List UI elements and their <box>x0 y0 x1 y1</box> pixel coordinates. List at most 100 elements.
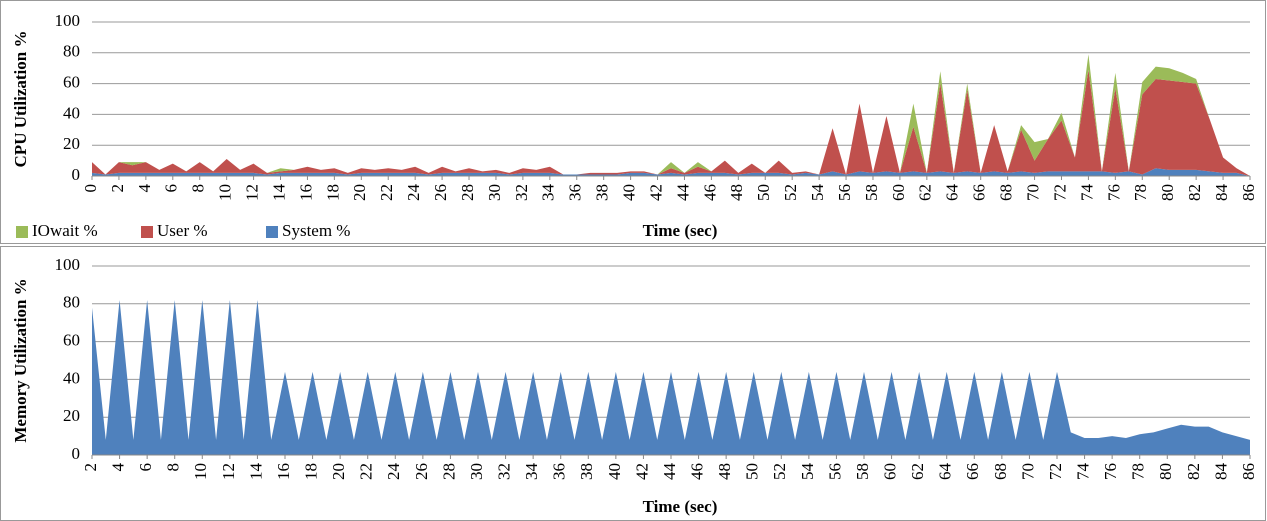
x-tick-label: 36 <box>566 184 585 201</box>
x-tick-label: 44 <box>673 184 692 202</box>
y-tick-label: 0 <box>72 444 81 463</box>
x-tick-label: 54 <box>808 184 827 202</box>
x-tick-label: 48 <box>727 184 746 201</box>
x-tick-label: 28 <box>458 184 477 201</box>
x-tick-label: 34 <box>522 463 541 481</box>
x-tick-label: 82 <box>1185 184 1204 201</box>
x-tick-label: 86 <box>1239 463 1258 480</box>
x-tick-label: 34 <box>539 184 558 202</box>
x-tick-label: 24 <box>384 463 403 481</box>
x-tick-label: 30 <box>467 463 486 480</box>
x-tick-label: 50 <box>743 463 762 480</box>
x-tick-label: 62 <box>916 184 935 201</box>
x-tick-label: 58 <box>853 463 872 480</box>
y-tick-label: 80 <box>63 42 80 61</box>
x-tick-label: 10 <box>216 184 235 201</box>
legend-swatch <box>266 226 278 238</box>
x-tick-label: 78 <box>1129 463 1148 480</box>
x-tick-label: 52 <box>770 463 789 480</box>
x-tick-label: 84 <box>1212 184 1231 202</box>
x-tick-label: 16 <box>296 184 315 201</box>
x-tick-label: 32 <box>494 463 513 480</box>
y-tick-label: 60 <box>63 73 80 92</box>
x-tick-label: 64 <box>936 463 955 481</box>
x-axis-title: Time (sec) <box>643 497 718 516</box>
x-tick-label: 74 <box>1073 463 1092 481</box>
x-tick-label: 18 <box>323 184 342 201</box>
area <box>92 168 1250 176</box>
x-tick-label: 50 <box>754 184 773 201</box>
x-tick-label: 40 <box>620 184 639 201</box>
y-tick-label: 100 <box>55 11 81 30</box>
y-tick-label: 0 <box>72 165 81 184</box>
y-tick-label: 100 <box>55 255 81 274</box>
x-tick-label: 48 <box>715 463 734 480</box>
x-tick-label: 56 <box>825 463 844 480</box>
x-tick-label: 8 <box>164 463 183 472</box>
x-tick-label: 6 <box>136 463 155 472</box>
x-tick-label: 10 <box>191 463 210 480</box>
x-tick-label: 12 <box>242 184 261 201</box>
x-tick-label: 20 <box>329 463 348 480</box>
x-tick-label: 22 <box>357 463 376 480</box>
x-tick-label: 66 <box>970 184 989 201</box>
area <box>92 300 1250 455</box>
x-tick-label: 78 <box>1131 184 1150 201</box>
x-tick-label: 38 <box>593 184 612 201</box>
x-tick-label: 62 <box>908 463 927 480</box>
y-tick-label: 80 <box>63 293 80 312</box>
y-axis-title: CPU Utilization % <box>11 31 30 168</box>
chart-frame <box>0 0 1266 244</box>
x-tick-label: 42 <box>632 463 651 480</box>
x-tick-label: 44 <box>660 463 679 481</box>
y-tick-label: 20 <box>63 406 80 425</box>
x-tick-label: 20 <box>350 184 369 201</box>
x-tick-label: 42 <box>646 184 665 201</box>
legend-label: System % <box>282 221 350 240</box>
x-tick-label: 14 <box>246 463 265 481</box>
x-tick-label: 16 <box>274 463 293 480</box>
x-tick-label: 60 <box>880 463 899 480</box>
x-tick-label: 86 <box>1239 184 1258 201</box>
x-tick-label: 0 <box>81 184 100 193</box>
y-axis-title: Memory Utilization % <box>11 278 30 442</box>
x-tick-label: 36 <box>550 463 569 480</box>
x-tick-label: 58 <box>862 184 881 201</box>
x-tick-label: 22 <box>377 184 396 201</box>
legend-label: User % <box>157 221 208 240</box>
x-tick-label: 82 <box>1184 463 1203 480</box>
x-tick-label: 60 <box>889 184 908 201</box>
x-tick-label: 4 <box>135 184 154 193</box>
x-tick-label: 76 <box>1104 184 1123 201</box>
x-tick-label: 26 <box>431 184 450 201</box>
x-tick-label: 72 <box>1050 184 1069 201</box>
x-tick-label: 40 <box>605 463 624 480</box>
x-tick-label: 4 <box>108 463 127 472</box>
y-tick-label: 40 <box>63 103 80 122</box>
y-tick-label: 40 <box>63 368 80 387</box>
x-tick-label: 6 <box>162 184 181 193</box>
y-tick-label: 20 <box>63 134 80 153</box>
x-tick-label: 46 <box>687 463 706 480</box>
legend-label: IOwait % <box>32 221 98 240</box>
x-axis-title: Time (sec) <box>643 221 718 240</box>
legend-swatch <box>16 226 28 238</box>
x-tick-label: 70 <box>1018 463 1037 480</box>
x-tick-label: 80 <box>1156 463 1175 480</box>
x-tick-label: 84 <box>1211 463 1230 481</box>
y-tick-label: 60 <box>63 331 80 350</box>
area <box>92 69 1250 176</box>
x-tick-label: 38 <box>577 463 596 480</box>
x-tick-label: 12 <box>219 463 238 480</box>
x-tick-label: 14 <box>269 184 288 202</box>
x-tick-label: 32 <box>512 184 531 201</box>
x-tick-label: 74 <box>1077 184 1096 202</box>
x-tick-label: 70 <box>1023 184 1042 201</box>
x-tick-label: 56 <box>835 184 854 201</box>
x-tick-label: 46 <box>700 184 719 201</box>
x-tick-label: 30 <box>485 184 504 201</box>
x-tick-label: 80 <box>1158 184 1177 201</box>
x-tick-label: 2 <box>108 184 127 193</box>
